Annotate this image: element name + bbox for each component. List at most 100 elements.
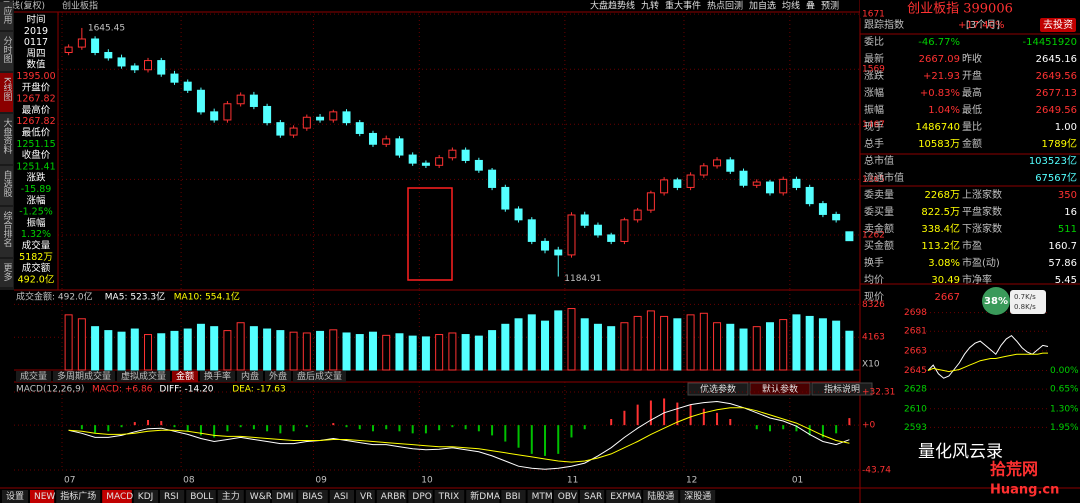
- bottom-tab-label[interactable]: MACD: [106, 492, 133, 502]
- bottom-tab-label[interactable]: W&R: [250, 492, 272, 502]
- bottom-tab[interactable]: [329, 490, 354, 503]
- toolbar-button[interactable]: 重大事件: [665, 0, 701, 12]
- side-tab-label[interactable]: 更多: [2, 263, 13, 282]
- macd-button-label[interactable]: 默认参数: [762, 383, 798, 395]
- bottom-tab[interactable]: [606, 490, 642, 503]
- bottom-tab-label[interactable]: DPO: [412, 492, 431, 502]
- bottom-tab-label[interactable]: BIAS: [302, 492, 323, 502]
- bottom-tab-label[interactable]: TRIX: [438, 492, 460, 502]
- bottom-tab-label[interactable]: OBV: [558, 492, 578, 502]
- bottom-tab-label[interactable]: ARBR: [381, 492, 406, 502]
- side-tab[interactable]: [0, 166, 13, 205]
- bottom-tab[interactable]: [501, 490, 526, 503]
- toolbar-button[interactable]: 均线: [782, 0, 800, 12]
- candle-body: [818, 203, 827, 215]
- side-tab-label[interactable]: K线图: [2, 77, 13, 102]
- quote-value: 67567亿: [1035, 171, 1077, 184]
- bottom-tab[interactable]: [553, 490, 578, 503]
- macd-button-label[interactable]: 指标说明: [824, 383, 860, 395]
- indicator-tab-label[interactable]: 金额: [176, 370, 194, 382]
- indicator-tab-label[interactable]: 内盘: [241, 370, 259, 382]
- indicator-tab[interactable]: [237, 371, 263, 382]
- side-tab-label[interactable]: 大盘资料: [2, 117, 13, 155]
- bottom-tab[interactable]: [643, 490, 679, 503]
- toolbar-button[interactable]: 热点回测: [707, 0, 743, 12]
- invest-button[interactable]: [1040, 18, 1076, 32]
- volume-bar: [765, 322, 774, 371]
- indicator-tab[interactable]: [265, 371, 291, 382]
- indicator-tab-label[interactable]: 盘后成交量: [297, 370, 342, 382]
- bottom-tab[interactable]: [680, 490, 716, 503]
- info-line: -15.89: [21, 184, 52, 195]
- bottom-tab-label[interactable]: RSI: [164, 492, 179, 502]
- bottom-tab-label[interactable]: KDJ: [138, 492, 154, 502]
- bottom-tab-label[interactable]: SAR: [584, 492, 602, 502]
- indicator-tab-label[interactable]: 换手率: [204, 370, 231, 382]
- side-tab[interactable]: [0, 2, 13, 30]
- bottom-tab[interactable]: [133, 490, 158, 503]
- toolbar-button[interactable]: 叠: [806, 1, 815, 12]
- indicator-tab[interactable]: [200, 371, 235, 382]
- bottom-tab-label[interactable]: VR: [360, 492, 372, 502]
- quote-value: 2649.56: [1036, 105, 1077, 116]
- indicator-tab[interactable]: [117, 371, 170, 382]
- toolbar-button[interactable]: 预测: [821, 1, 839, 12]
- bottom-tab[interactable]: [245, 490, 270, 503]
- side-tab-label[interactable]: 分时图: [2, 36, 13, 64]
- bottom-tab-label[interactable]: 设置: [6, 491, 24, 502]
- indicator-tab[interactable]: [16, 371, 51, 382]
- bottom-tab-label[interactable]: EXPMA: [610, 492, 642, 502]
- macd-button-label[interactable]: 优选参数: [700, 383, 736, 395]
- volume-bar: [117, 331, 126, 371]
- indicator-tab-label[interactable]: 外盘: [269, 370, 287, 382]
- bottom-tab-label[interactable]: MTM: [532, 492, 553, 502]
- side-tab[interactable]: [0, 114, 13, 164]
- bottom-tab[interactable]: [56, 490, 101, 503]
- bottom-tab[interactable]: [2, 490, 28, 503]
- side-tab-label[interactable]: 应用: [2, 5, 13, 25]
- bottom-tab[interactable]: [186, 490, 216, 503]
- bottom-tab[interactable]: [298, 490, 328, 503]
- candle-body: [646, 192, 655, 211]
- bottom-tab-label[interactable]: 主力: [222, 490, 240, 502]
- bottom-tab[interactable]: [272, 490, 297, 503]
- side-tab[interactable]: [0, 207, 13, 257]
- indicator-tab-label[interactable]: 虚拟成交量: [121, 370, 166, 382]
- bottom-tab-label[interactable]: NEW: [34, 492, 55, 502]
- bottom-tab[interactable]: [217, 490, 244, 503]
- bottom-tab-label[interactable]: BBI: [505, 492, 520, 502]
- bottom-tab-label[interactable]: ASI: [334, 492, 349, 502]
- bottom-tab[interactable]: [376, 490, 407, 503]
- bottom-tab[interactable]: [580, 490, 605, 503]
- indicator-tab-label[interactable]: 多周期成交量: [57, 370, 111, 382]
- bottom-tab[interactable]: [160, 490, 185, 503]
- indicator-tab[interactable]: [293, 371, 346, 382]
- bottom-tab-label[interactable]: 指标广场: [60, 490, 96, 502]
- bottom-tab[interactable]: [356, 490, 375, 503]
- info-line: 数值: [26, 59, 46, 71]
- indicator-tab[interactable]: [53, 371, 115, 382]
- bottom-tab-label[interactable]: BOLL: [190, 492, 213, 502]
- indicator-tab-label[interactable]: 成交量: [20, 370, 47, 382]
- indicator-tab[interactable]: [172, 371, 198, 382]
- toolbar-button[interactable]: 九转: [641, 0, 659, 12]
- bottom-tab[interactable]: [434, 490, 465, 503]
- bottom-tab-label[interactable]: 新DMA: [470, 490, 501, 502]
- bottom-tab[interactable]: [408, 490, 433, 503]
- side-tab-label[interactable]: 综合排名: [2, 210, 13, 248]
- bottom-tab[interactable]: [527, 490, 552, 503]
- bottom-tab-label[interactable]: 陆股通: [647, 490, 674, 502]
- volume-bar: [77, 318, 86, 371]
- invest-button-label[interactable]: 去投资: [1043, 18, 1073, 31]
- side-tab-label[interactable]: 自选股: [2, 169, 13, 198]
- side-tab[interactable]: [0, 73, 13, 112]
- bottom-tab[interactable]: [30, 490, 55, 503]
- side-tab[interactable]: [0, 32, 13, 71]
- side-tab[interactable]: [0, 259, 13, 287]
- toolbar-button[interactable]: 加自选: [749, 0, 776, 12]
- toolbar-button[interactable]: 大盘趋势线: [590, 0, 635, 12]
- bottom-tab[interactable]: [466, 490, 500, 503]
- bottom-tab[interactable]: [102, 490, 132, 503]
- bottom-tab-label[interactable]: 深股通: [684, 491, 711, 502]
- bottom-tab-label[interactable]: DMI: [276, 492, 293, 502]
